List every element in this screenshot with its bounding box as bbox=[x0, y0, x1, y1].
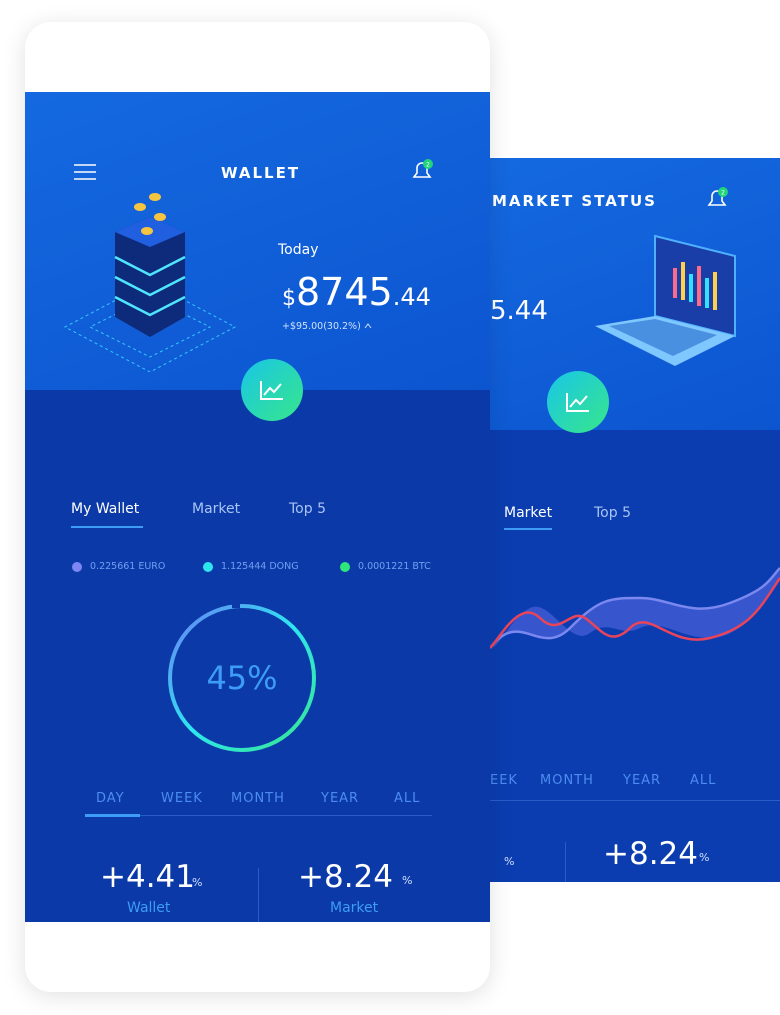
ring: 45% bbox=[168, 602, 316, 752]
bell-icon[interactable]: 2 bbox=[409, 158, 435, 184]
badge: 2 bbox=[721, 190, 725, 197]
wallet-header-bg bbox=[25, 92, 490, 390]
period-active bbox=[85, 814, 140, 817]
market-line-chart bbox=[490, 567, 780, 649]
balance: $8745.44 bbox=[282, 270, 431, 314]
period[interactable]: MONTH bbox=[540, 773, 594, 788]
period[interactable]: ALL bbox=[690, 773, 717, 788]
tab[interactable]: Top 5 bbox=[289, 501, 326, 517]
stat-unit: % bbox=[699, 851, 710, 864]
chart-button[interactable] bbox=[241, 359, 303, 421]
legend-dot bbox=[340, 562, 350, 572]
currency: $ bbox=[282, 286, 296, 311]
balance-fragment: 5.44 bbox=[490, 296, 548, 326]
legend-text: 0.225661 EURO bbox=[90, 561, 166, 572]
period[interactable]: YEAR bbox=[623, 773, 662, 788]
period[interactable]: YEAR bbox=[321, 791, 360, 806]
market-screen: MARKET STATUS 2 5.44 Market Top 5 EEK MO… bbox=[490, 158, 780, 882]
today-label: Today bbox=[278, 242, 319, 258]
server-illustration bbox=[63, 193, 237, 372]
divider bbox=[258, 868, 259, 922]
laptop-illustration bbox=[595, 234, 736, 366]
legend-dot bbox=[72, 562, 82, 572]
stat-unit: % bbox=[402, 874, 413, 887]
stat-label: Wallet bbox=[127, 900, 171, 916]
stat-value: +8.24 bbox=[603, 836, 698, 872]
period[interactable]: DAY bbox=[96, 791, 125, 806]
menu-icon[interactable] bbox=[73, 162, 97, 182]
tab[interactable]: Market bbox=[504, 505, 553, 521]
period-line bbox=[490, 800, 780, 801]
stat-label: Market bbox=[330, 900, 379, 916]
wallet-screen: WALLET 2 Today $8745.44 +$95.00(30.2%) M… bbox=[25, 92, 490, 922]
divider bbox=[565, 842, 566, 882]
legend-text: 1.125444 DONG bbox=[221, 561, 299, 572]
wallet-title: WALLET bbox=[221, 164, 301, 182]
chart-button[interactable] bbox=[547, 371, 609, 433]
stat-value: +4.41 bbox=[100, 859, 195, 895]
tab-underline bbox=[504, 528, 552, 530]
stat-value: +8.24 bbox=[298, 859, 393, 895]
legend-text: 0.0001221 BTC bbox=[358, 561, 431, 572]
stat-unit: % bbox=[192, 876, 203, 889]
badge: 2 bbox=[426, 162, 430, 169]
balance-decimals: .44 bbox=[392, 283, 431, 311]
period[interactable]: EEK bbox=[490, 773, 518, 788]
tab[interactable]: Market bbox=[192, 501, 241, 517]
stat-unit: % bbox=[504, 855, 515, 868]
period[interactable]: WEEK bbox=[161, 791, 203, 806]
period-line bbox=[85, 815, 432, 816]
change: +$95.00(30.2%) bbox=[282, 321, 372, 332]
balance-whole: 8745 bbox=[296, 270, 393, 314]
tab[interactable]: Top 5 bbox=[594, 505, 631, 521]
tab-underline bbox=[71, 526, 143, 528]
period[interactable]: ALL bbox=[394, 791, 421, 806]
market-title: MARKET STATUS bbox=[492, 192, 657, 210]
bell-icon[interactable]: 2 bbox=[704, 186, 730, 212]
legend-dot bbox=[203, 562, 213, 572]
period[interactable]: MONTH bbox=[231, 791, 285, 806]
change-text: +$95.00(30.2%) bbox=[282, 321, 361, 332]
ring-label: 45% bbox=[206, 659, 277, 697]
tab[interactable]: My Wallet bbox=[71, 501, 140, 517]
